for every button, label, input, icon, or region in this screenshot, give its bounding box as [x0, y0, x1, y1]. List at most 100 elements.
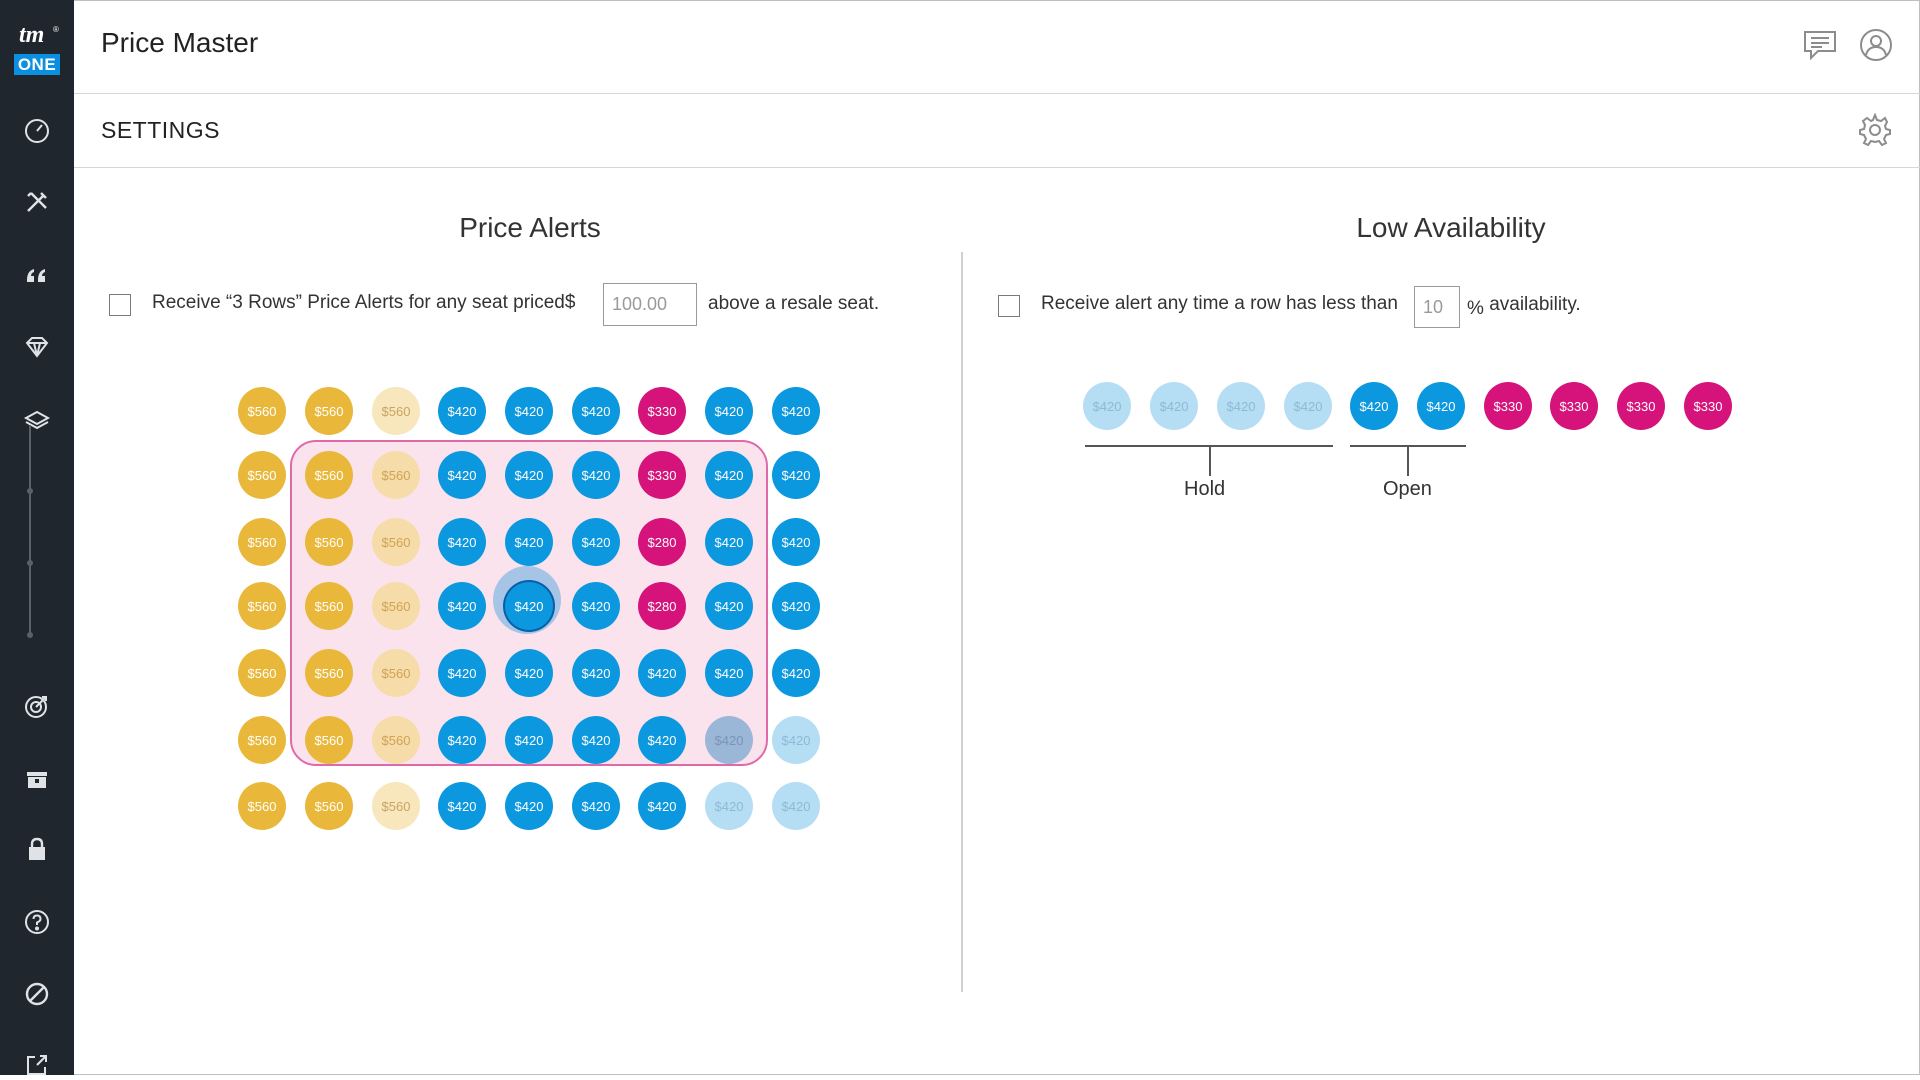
- seat[interactable]: $420: [572, 518, 620, 566]
- seat[interactable]: $560: [372, 582, 420, 630]
- seat[interactable]: $560: [372, 518, 420, 566]
- settings-bar: SETTINGS: [74, 94, 1920, 168]
- tools-icon[interactable]: [22, 187, 52, 217]
- seat[interactable]: $420: [438, 582, 486, 630]
- hold-seat[interactable]: $420: [1083, 382, 1131, 430]
- price-threshold-input[interactable]: [603, 283, 697, 326]
- seat[interactable]: $330: [1550, 382, 1598, 430]
- seat[interactable]: $420: [438, 782, 486, 830]
- seat[interactable]: $420: [705, 716, 753, 764]
- seat[interactable]: $330: [1684, 382, 1732, 430]
- seat[interactable]: $420: [638, 716, 686, 764]
- low-availability-checkbox[interactable]: [998, 295, 1020, 317]
- seat[interactable]: $560: [372, 716, 420, 764]
- seat[interactable]: $420: [572, 451, 620, 499]
- seat[interactable]: $420: [572, 782, 620, 830]
- chat-icon[interactable]: [1802, 27, 1838, 63]
- section-divider: [961, 252, 963, 992]
- nav-slider-track[interactable]: [29, 425, 31, 635]
- seat[interactable]: $420: [705, 782, 753, 830]
- seat[interactable]: $420: [705, 518, 753, 566]
- external-link-icon[interactable]: [22, 1050, 52, 1080]
- seat[interactable]: $560: [238, 451, 286, 499]
- quote-icon[interactable]: [22, 260, 52, 290]
- user-icon[interactable]: [1858, 27, 1894, 63]
- seat[interactable]: $330: [1617, 382, 1665, 430]
- seat[interactable]: $420: [772, 782, 820, 830]
- seat[interactable]: $560: [305, 387, 353, 435]
- seat[interactable]: $420: [705, 451, 753, 499]
- seat[interactable]: $420: [638, 649, 686, 697]
- seat[interactable]: $420: [505, 451, 553, 499]
- price-alert-label-suffix: above a resale seat.: [708, 293, 880, 314]
- gear-icon[interactable]: [1858, 112, 1892, 147]
- open-seat[interactable]: $420: [1417, 382, 1465, 430]
- seat[interactable]: $560: [238, 518, 286, 566]
- seat[interactable]: $420: [705, 649, 753, 697]
- seat[interactable]: $420: [438, 716, 486, 764]
- seat[interactable]: $330: [638, 387, 686, 435]
- seat[interactable]: $420: [572, 716, 620, 764]
- seat[interactable]: $560: [305, 649, 353, 697]
- seat[interactable]: $420: [772, 582, 820, 630]
- seat[interactable]: $560: [305, 782, 353, 830]
- seat[interactable]: $560: [372, 782, 420, 830]
- seat[interactable]: $330: [638, 451, 686, 499]
- seat[interactable]: $420: [705, 582, 753, 630]
- hold-seat[interactable]: $420: [1150, 382, 1198, 430]
- box-icon[interactable]: [22, 764, 52, 794]
- seat[interactable]: $560: [372, 451, 420, 499]
- seat[interactable]: $330: [1484, 382, 1532, 430]
- nav-slider-stop[interactable]: [27, 560, 33, 566]
- blocked-icon[interactable]: [22, 979, 52, 1009]
- seat[interactable]: $560: [238, 582, 286, 630]
- seat[interactable]: $560: [305, 518, 353, 566]
- diamond-icon[interactable]: [22, 332, 52, 362]
- seat[interactable]: $420: [438, 518, 486, 566]
- help-icon[interactable]: [22, 907, 52, 937]
- seat[interactable]: $420: [505, 716, 553, 764]
- tm-one-logo[interactable]: tm ® ONE: [14, 22, 60, 78]
- seat[interactable]: $420: [772, 649, 820, 697]
- seat[interactable]: $420: [772, 451, 820, 499]
- seat[interactable]: $420: [572, 387, 620, 435]
- seat[interactable]: $420: [772, 387, 820, 435]
- selected-seat[interactable]: $420: [505, 582, 553, 630]
- seat[interactable]: $560: [238, 387, 286, 435]
- seat[interactable]: $420: [772, 518, 820, 566]
- seat[interactable]: $420: [505, 518, 553, 566]
- seat[interactable]: $420: [772, 716, 820, 764]
- seat[interactable]: $560: [305, 716, 353, 764]
- seat[interactable]: $420: [705, 387, 753, 435]
- seat[interactable]: $420: [505, 649, 553, 697]
- seat[interactable]: $280: [638, 582, 686, 630]
- nav-slider-stop[interactable]: [27, 488, 33, 494]
- hold-seat[interactable]: $420: [1217, 382, 1265, 430]
- open-seat[interactable]: $420: [1350, 382, 1398, 430]
- seat[interactable]: $560: [238, 782, 286, 830]
- target-icon[interactable]: [22, 691, 52, 721]
- seat[interactable]: $420: [438, 387, 486, 435]
- layers-icon[interactable]: [22, 404, 52, 434]
- seat[interactable]: $280: [638, 518, 686, 566]
- seat[interactable]: $560: [238, 649, 286, 697]
- seat[interactable]: $560: [372, 649, 420, 697]
- open-legend-label: Open: [1383, 478, 1432, 500]
- seat[interactable]: $420: [438, 649, 486, 697]
- seat[interactable]: $420: [505, 782, 553, 830]
- seat[interactable]: $420: [638, 782, 686, 830]
- price-alert-checkbox[interactable]: [109, 294, 131, 316]
- seat[interactable]: $420: [438, 451, 486, 499]
- lock-icon[interactable]: [22, 834, 52, 864]
- seat[interactable]: $560: [372, 387, 420, 435]
- seat[interactable]: $420: [505, 387, 553, 435]
- hold-seat[interactable]: $420: [1284, 382, 1332, 430]
- availability-percent-input[interactable]: [1414, 286, 1460, 328]
- seat[interactable]: $560: [238, 716, 286, 764]
- seat[interactable]: $560: [305, 582, 353, 630]
- seat[interactable]: $420: [572, 582, 620, 630]
- speedometer-icon[interactable]: [22, 116, 52, 146]
- nav-slider-stop[interactable]: [27, 632, 33, 638]
- seat[interactable]: $420: [572, 649, 620, 697]
- seat[interactable]: $560: [305, 451, 353, 499]
